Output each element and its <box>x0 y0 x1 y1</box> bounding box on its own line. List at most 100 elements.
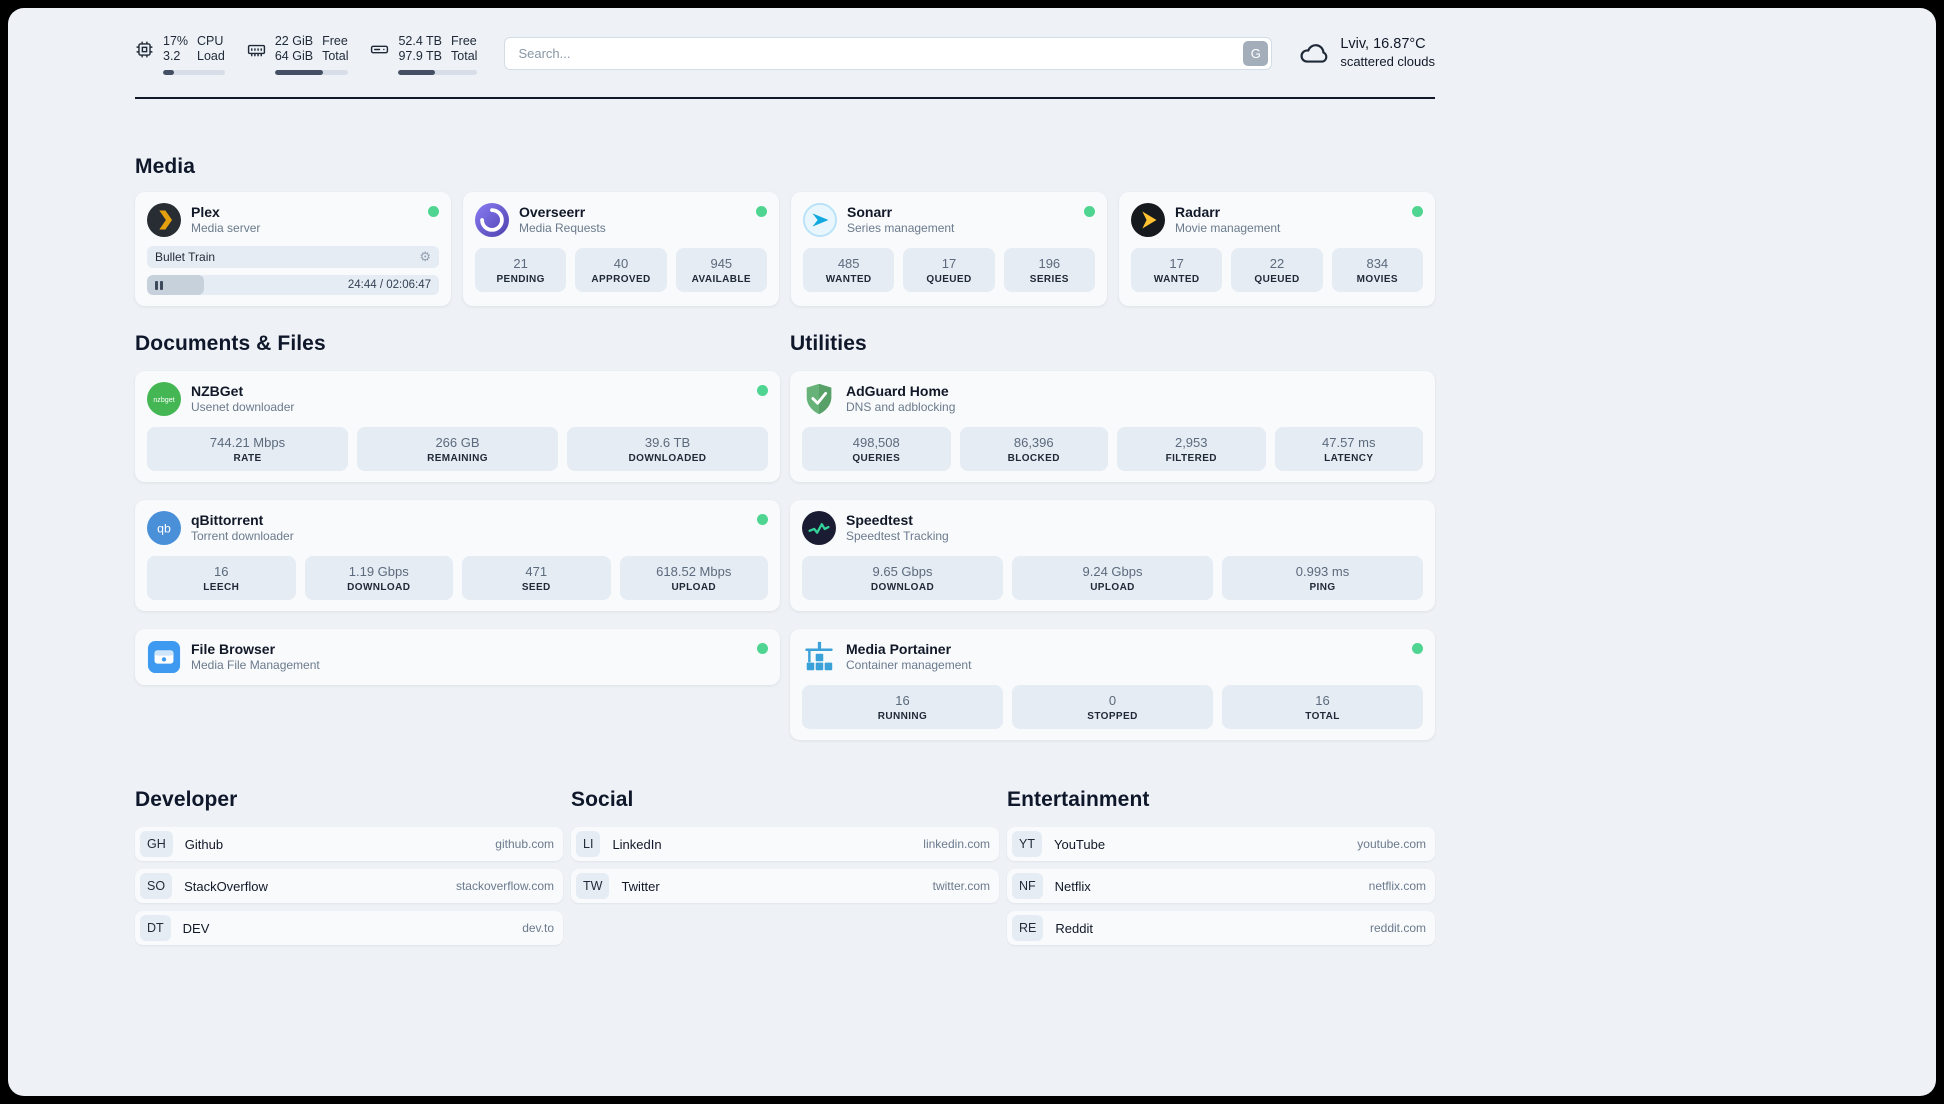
stat-label: RATE <box>233 452 262 464</box>
stat-value: 47.57 ms <box>1322 435 1376 450</box>
app-subtitle: Speedtest Tracking <box>846 529 949 544</box>
stat-label: SEED <box>521 581 551 593</box>
stat-value: 471 <box>525 564 548 580</box>
stat-queued: 22 QUEUED <box>1231 248 1323 293</box>
sonarr-icon <box>803 203 837 237</box>
stat-wanted: 17 WANTED <box>1131 248 1223 293</box>
bookmark-item-dev[interactable]: DT DEV dev.to <box>135 911 563 946</box>
bookmark-column-developer: Developer GH Github github.com SO StackO… <box>135 788 563 953</box>
overseerr-icon <box>475 203 509 237</box>
disk-free: 52.4 TB <box>398 34 443 48</box>
bookmark-url: linkedin.com <box>923 837 990 852</box>
stat-value: 16 <box>214 564 229 580</box>
stat-value: 485 <box>837 256 860 271</box>
cloud-icon <box>1299 37 1330 68</box>
bookmark-url: twitter.com <box>932 879 990 894</box>
stat-label: BLOCKED <box>1007 452 1060 464</box>
app-card-speedtest[interactable]: Speedtest Speedtest Tracking 9.65 Gbps D… <box>790 500 1435 612</box>
stat-value: 618.52 Mbps <box>656 564 732 580</box>
stat-label: TOTAL <box>1305 710 1340 722</box>
status-dot <box>757 643 768 655</box>
app-card-radarr[interactable]: Radarr Movie management 17 WANTED 22 QUE… <box>1119 192 1435 306</box>
bookmark-abbr: SO <box>140 873 173 900</box>
bookmark-item-youtube[interactable]: YT YouTube youtube.com <box>1007 827 1435 862</box>
stat-wanted: 485 WANTED <box>803 248 895 293</box>
bookmark-abbr: TW <box>576 873 610 900</box>
section-media: Media Plex Media server Bullet <box>135 155 1435 306</box>
bookmark-abbr: RE <box>1012 915 1044 942</box>
stat-label: WANTED <box>1153 273 1200 285</box>
search-input[interactable] <box>504 37 1273 70</box>
stat-value: 2,953 <box>1174 435 1208 450</box>
stat-label: DOWNLOAD <box>870 581 935 593</box>
app-name: Speedtest <box>846 512 913 529</box>
stat-label: QUEUED <box>1254 273 1300 285</box>
app-subtitle: Torrent downloader <box>191 529 294 544</box>
memory-free: 22 GiB <box>274 34 314 48</box>
pause-icon[interactable] <box>155 280 163 290</box>
qbittorrent-icon: qb <box>147 511 181 546</box>
app-card-sonarr[interactable]: Sonarr Series management 485 WANTED 17 Q… <box>791 192 1107 306</box>
weather-text: Lviv, 16.87°C scattered clouds <box>1340 35 1435 71</box>
stat-label: DOWNLOADED <box>628 452 707 464</box>
stat-seed: 471 SEED <box>462 556 611 601</box>
stat-label: WANTED <box>825 273 872 285</box>
section-title-documents: Documents & Files <box>135 332 326 355</box>
app-subtitle: Media Requests <box>519 221 606 236</box>
bookmark-item-twitter[interactable]: TW Twitter twitter.com <box>571 869 999 904</box>
stat-label: STOPPED <box>1087 710 1138 722</box>
system-widgets: 17% 3.2 CPU Load <box>135 34 478 75</box>
cpu-widget: 17% 3.2 CPU Load <box>135 34 225 75</box>
stat-queries: 498,508 QUERIES <box>802 427 951 472</box>
app-subtitle: Usenet downloader <box>191 400 295 415</box>
memory-free-label: Free <box>322 34 348 48</box>
bookmark-url: stackoverflow.com <box>455 879 554 894</box>
bookmark-item-linkedin[interactable]: LI LinkedIn linkedin.com <box>571 827 999 862</box>
weather-widget[interactable]: Lviv, 16.87°C scattered clouds <box>1299 35 1435 71</box>
bookmark-name: Twitter <box>621 878 660 894</box>
stat-queued: 17 QUEUED <box>903 248 995 293</box>
playback-progress-bar[interactable]: 24:44 / 02:06:47 <box>147 275 439 295</box>
bookmark-item-netflix[interactable]: NF Netflix netflix.com <box>1007 869 1435 904</box>
bookmark-abbr: NF <box>1012 873 1043 900</box>
topbar: 17% 3.2 CPU Load <box>135 34 1435 75</box>
bookmark-name: DEV <box>182 920 210 936</box>
gear-icon[interactable]: ⚙ <box>419 249 431 264</box>
app-subtitle: Media server <box>191 221 261 236</box>
dashboard-page: 17% 3.2 CPU Load <box>8 8 1936 1096</box>
app-name: Overseerr <box>519 204 586 221</box>
bookmark-url: youtube.com <box>1357 837 1426 852</box>
app-card-filebrowser[interactable]: File Browser Media File Management <box>135 629 780 686</box>
stat-value: 9.24 Gbps <box>1082 564 1143 580</box>
app-card-overseerr[interactable]: Overseerr Media Requests 21 PENDING 40 A… <box>463 192 779 306</box>
app-card-nzbget[interactable]: nzbget NZBGet Usenet downloader 744.21 M… <box>135 371 780 483</box>
stat-value: 21 <box>513 256 528 271</box>
search-engine-button[interactable]: G <box>1243 41 1269 66</box>
disk-icon <box>370 40 389 59</box>
bookmark-url: github.com <box>495 837 554 852</box>
stat-label: PENDING <box>496 273 545 285</box>
bookmark-item-reddit[interactable]: RE Reddit reddit.com <box>1007 911 1435 946</box>
app-card-adguard[interactable]: AdGuard Home DNS and adblocking 498,508 … <box>790 371 1435 483</box>
stat-label: PING <box>1309 581 1336 593</box>
header-divider <box>135 97 1435 99</box>
app-name: AdGuard Home <box>846 383 949 400</box>
memory-widget: 22 GiB 64 GiB Free Total <box>247 34 349 75</box>
stat-upload: 618.52 Mbps UPLOAD <box>619 556 768 601</box>
app-card-portainer[interactable]: Media Portainer Container management 16 … <box>790 629 1435 741</box>
stat-value: 1.19 Gbps <box>348 564 409 580</box>
weather-location: Lviv, 16.87°C <box>1340 36 1426 52</box>
bookmarks: Developer GH Github github.com SO StackO… <box>135 788 1435 953</box>
app-name: Media Portainer <box>846 641 952 658</box>
bookmark-item-stackoverflow[interactable]: SO StackOverflow stackoverflow.com <box>135 869 563 904</box>
status-dot <box>757 514 768 526</box>
app-card-plex[interactable]: Plex Media server Bullet Train ⚙ 24:44 /… <box>135 192 451 306</box>
app-card-qbittorrent[interactable]: qb qBittorrent Torrent downloader 16 LEE… <box>135 500 780 612</box>
stat-label: MOVIES <box>1356 273 1398 285</box>
bookmark-column-entertainment: Entertainment YT YouTube youtube.com NF … <box>1007 788 1435 953</box>
bookmark-item-github[interactable]: GH Github github.com <box>135 827 563 862</box>
status-dot <box>428 206 439 217</box>
stat-value: 17 <box>941 256 957 271</box>
disk-total: 97.9 TB <box>398 49 443 63</box>
bookmark-name: Reddit <box>1055 920 1093 936</box>
